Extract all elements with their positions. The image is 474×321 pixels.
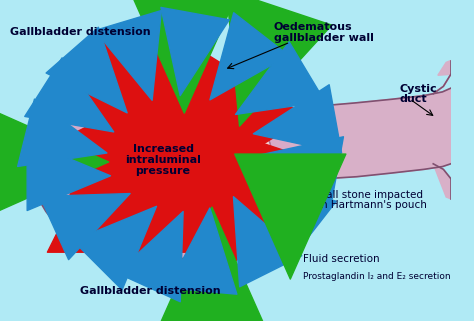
Ellipse shape xyxy=(234,115,292,187)
Polygon shape xyxy=(261,88,451,178)
Ellipse shape xyxy=(73,95,271,229)
Ellipse shape xyxy=(33,60,304,261)
Text: Fluid secretion: Fluid secretion xyxy=(303,254,380,264)
Text: pressure: pressure xyxy=(136,166,191,176)
Ellipse shape xyxy=(258,170,297,200)
Ellipse shape xyxy=(261,172,287,194)
Polygon shape xyxy=(433,164,451,199)
Text: Gallbladder distension: Gallbladder distension xyxy=(80,285,220,296)
Text: gallbladder wall: gallbladder wall xyxy=(273,33,374,43)
Text: Increased: Increased xyxy=(133,143,193,153)
Ellipse shape xyxy=(73,95,271,229)
Text: Oedematous: Oedematous xyxy=(273,22,352,32)
Polygon shape xyxy=(433,61,451,94)
Text: intraluminal: intraluminal xyxy=(125,155,201,165)
Text: Gallbladder distension: Gallbladder distension xyxy=(10,27,150,37)
Text: Cystic: Cystic xyxy=(399,83,437,94)
Text: duct: duct xyxy=(399,94,427,104)
Text: Prostaglandin I₂ and E₂ secretion: Prostaglandin I₂ and E₂ secretion xyxy=(303,272,451,281)
Text: in Hartmann's pouch: in Hartmann's pouch xyxy=(318,200,427,210)
Text: Gall stone impacted: Gall stone impacted xyxy=(318,190,423,200)
